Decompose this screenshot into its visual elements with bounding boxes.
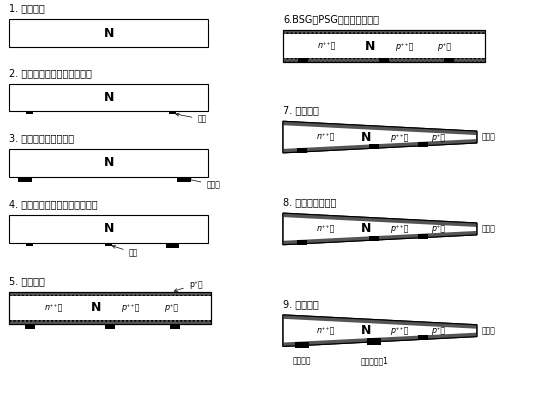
Text: p⁺层: p⁺层 xyxy=(174,280,202,292)
Bar xyxy=(283,30,485,62)
Text: 硼浆: 硼浆 xyxy=(112,245,138,257)
Text: n⁺⁺层: n⁺⁺层 xyxy=(316,225,335,233)
Polygon shape xyxy=(283,315,477,347)
Bar xyxy=(417,142,428,147)
Text: N: N xyxy=(361,222,372,235)
Text: p⁺⁺层: p⁺⁺层 xyxy=(390,132,408,142)
Text: N: N xyxy=(361,324,372,337)
Text: 1. 表面制绒: 1. 表面制绒 xyxy=(9,4,45,13)
Bar xyxy=(283,30,485,34)
Text: p⁺层: p⁺层 xyxy=(164,303,178,313)
Text: N: N xyxy=(104,156,114,169)
Bar xyxy=(26,111,33,114)
Text: p⁺层: p⁺层 xyxy=(431,326,445,335)
Bar xyxy=(9,20,208,47)
Bar xyxy=(298,240,307,245)
Text: 镓化层: 镓化层 xyxy=(482,326,496,335)
Text: n⁺⁺层: n⁺⁺层 xyxy=(318,41,337,51)
Bar xyxy=(25,324,34,328)
Bar xyxy=(443,58,454,63)
Bar xyxy=(298,58,308,63)
Polygon shape xyxy=(283,139,477,153)
Text: N: N xyxy=(104,222,114,235)
Text: 4. 背面基区电极区丝网印刷硼浆: 4. 背面基区电极区丝网印刷硼浆 xyxy=(9,199,98,209)
Text: 发射区电杗1: 发射区电杗1 xyxy=(360,357,388,365)
Text: p⁺层: p⁺层 xyxy=(431,225,445,233)
Bar xyxy=(369,236,379,241)
Bar xyxy=(9,320,211,324)
Bar xyxy=(379,58,389,63)
Text: p⁺⁺层: p⁺⁺层 xyxy=(395,41,413,51)
Text: 镓化层: 镓化层 xyxy=(482,225,496,233)
Polygon shape xyxy=(283,315,477,328)
Text: 9. 制备电极: 9. 制备电极 xyxy=(283,299,318,309)
Polygon shape xyxy=(283,121,477,153)
Text: 基区电极: 基区电极 xyxy=(293,357,312,365)
Bar xyxy=(26,243,33,246)
Bar xyxy=(9,215,208,243)
Bar xyxy=(9,149,208,176)
Text: p⁺⁺层: p⁺⁺层 xyxy=(390,326,408,335)
Polygon shape xyxy=(283,213,477,245)
Bar xyxy=(18,176,32,181)
Text: N: N xyxy=(104,27,114,40)
Text: N: N xyxy=(104,91,114,104)
Bar xyxy=(417,234,428,238)
Bar xyxy=(178,176,192,181)
Bar xyxy=(369,144,379,149)
Text: 2. 背面发射极区丝网印刷磷浆: 2. 背面发射极区丝网印刷磷浆 xyxy=(9,68,92,78)
Bar xyxy=(295,341,309,349)
Text: p⁺层: p⁺层 xyxy=(437,41,451,51)
Bar xyxy=(417,336,428,340)
Polygon shape xyxy=(283,231,477,245)
Text: 磷浆: 磷浆 xyxy=(176,113,207,124)
Bar xyxy=(105,324,115,328)
Text: 8. 背面薄膜开窗口: 8. 背面薄膜开窗口 xyxy=(283,197,336,207)
Polygon shape xyxy=(283,333,477,347)
Bar xyxy=(169,111,176,114)
Text: n⁺⁺层: n⁺⁺层 xyxy=(316,132,335,142)
Text: N: N xyxy=(91,301,101,314)
Bar xyxy=(367,338,381,345)
Bar xyxy=(105,243,112,246)
Bar xyxy=(9,292,211,296)
Bar xyxy=(166,243,180,248)
Text: p⁺⁺层: p⁺⁺层 xyxy=(122,303,140,313)
Bar xyxy=(298,148,307,153)
Text: 6.BSG、PSG以及阻挡层去除: 6.BSG、PSG以及阻挡层去除 xyxy=(283,14,379,24)
Text: 7. 双面镓化: 7. 双面镓化 xyxy=(283,105,319,115)
Text: 镓化层: 镓化层 xyxy=(482,132,496,142)
Text: n⁺⁺层: n⁺⁺层 xyxy=(316,326,335,335)
Text: 阻挡层: 阻挡层 xyxy=(188,178,220,189)
Polygon shape xyxy=(283,213,477,227)
Text: N: N xyxy=(361,131,372,144)
Text: n⁺⁺层: n⁺⁺层 xyxy=(45,303,63,313)
Bar xyxy=(283,58,485,62)
Text: p⁺层: p⁺层 xyxy=(431,132,445,142)
Bar xyxy=(283,30,485,62)
Bar xyxy=(170,324,180,328)
Bar xyxy=(9,292,211,324)
Text: p⁺⁺层: p⁺⁺层 xyxy=(390,225,408,233)
Polygon shape xyxy=(283,121,477,135)
Text: 3. 丝网印刷扩散阻挡层: 3. 丝网印刷扩散阻挡层 xyxy=(9,133,74,143)
Bar xyxy=(9,292,211,324)
Text: N: N xyxy=(365,40,375,53)
Bar xyxy=(9,84,208,111)
Text: 5. 高温扩散: 5. 高温扩散 xyxy=(9,276,45,286)
